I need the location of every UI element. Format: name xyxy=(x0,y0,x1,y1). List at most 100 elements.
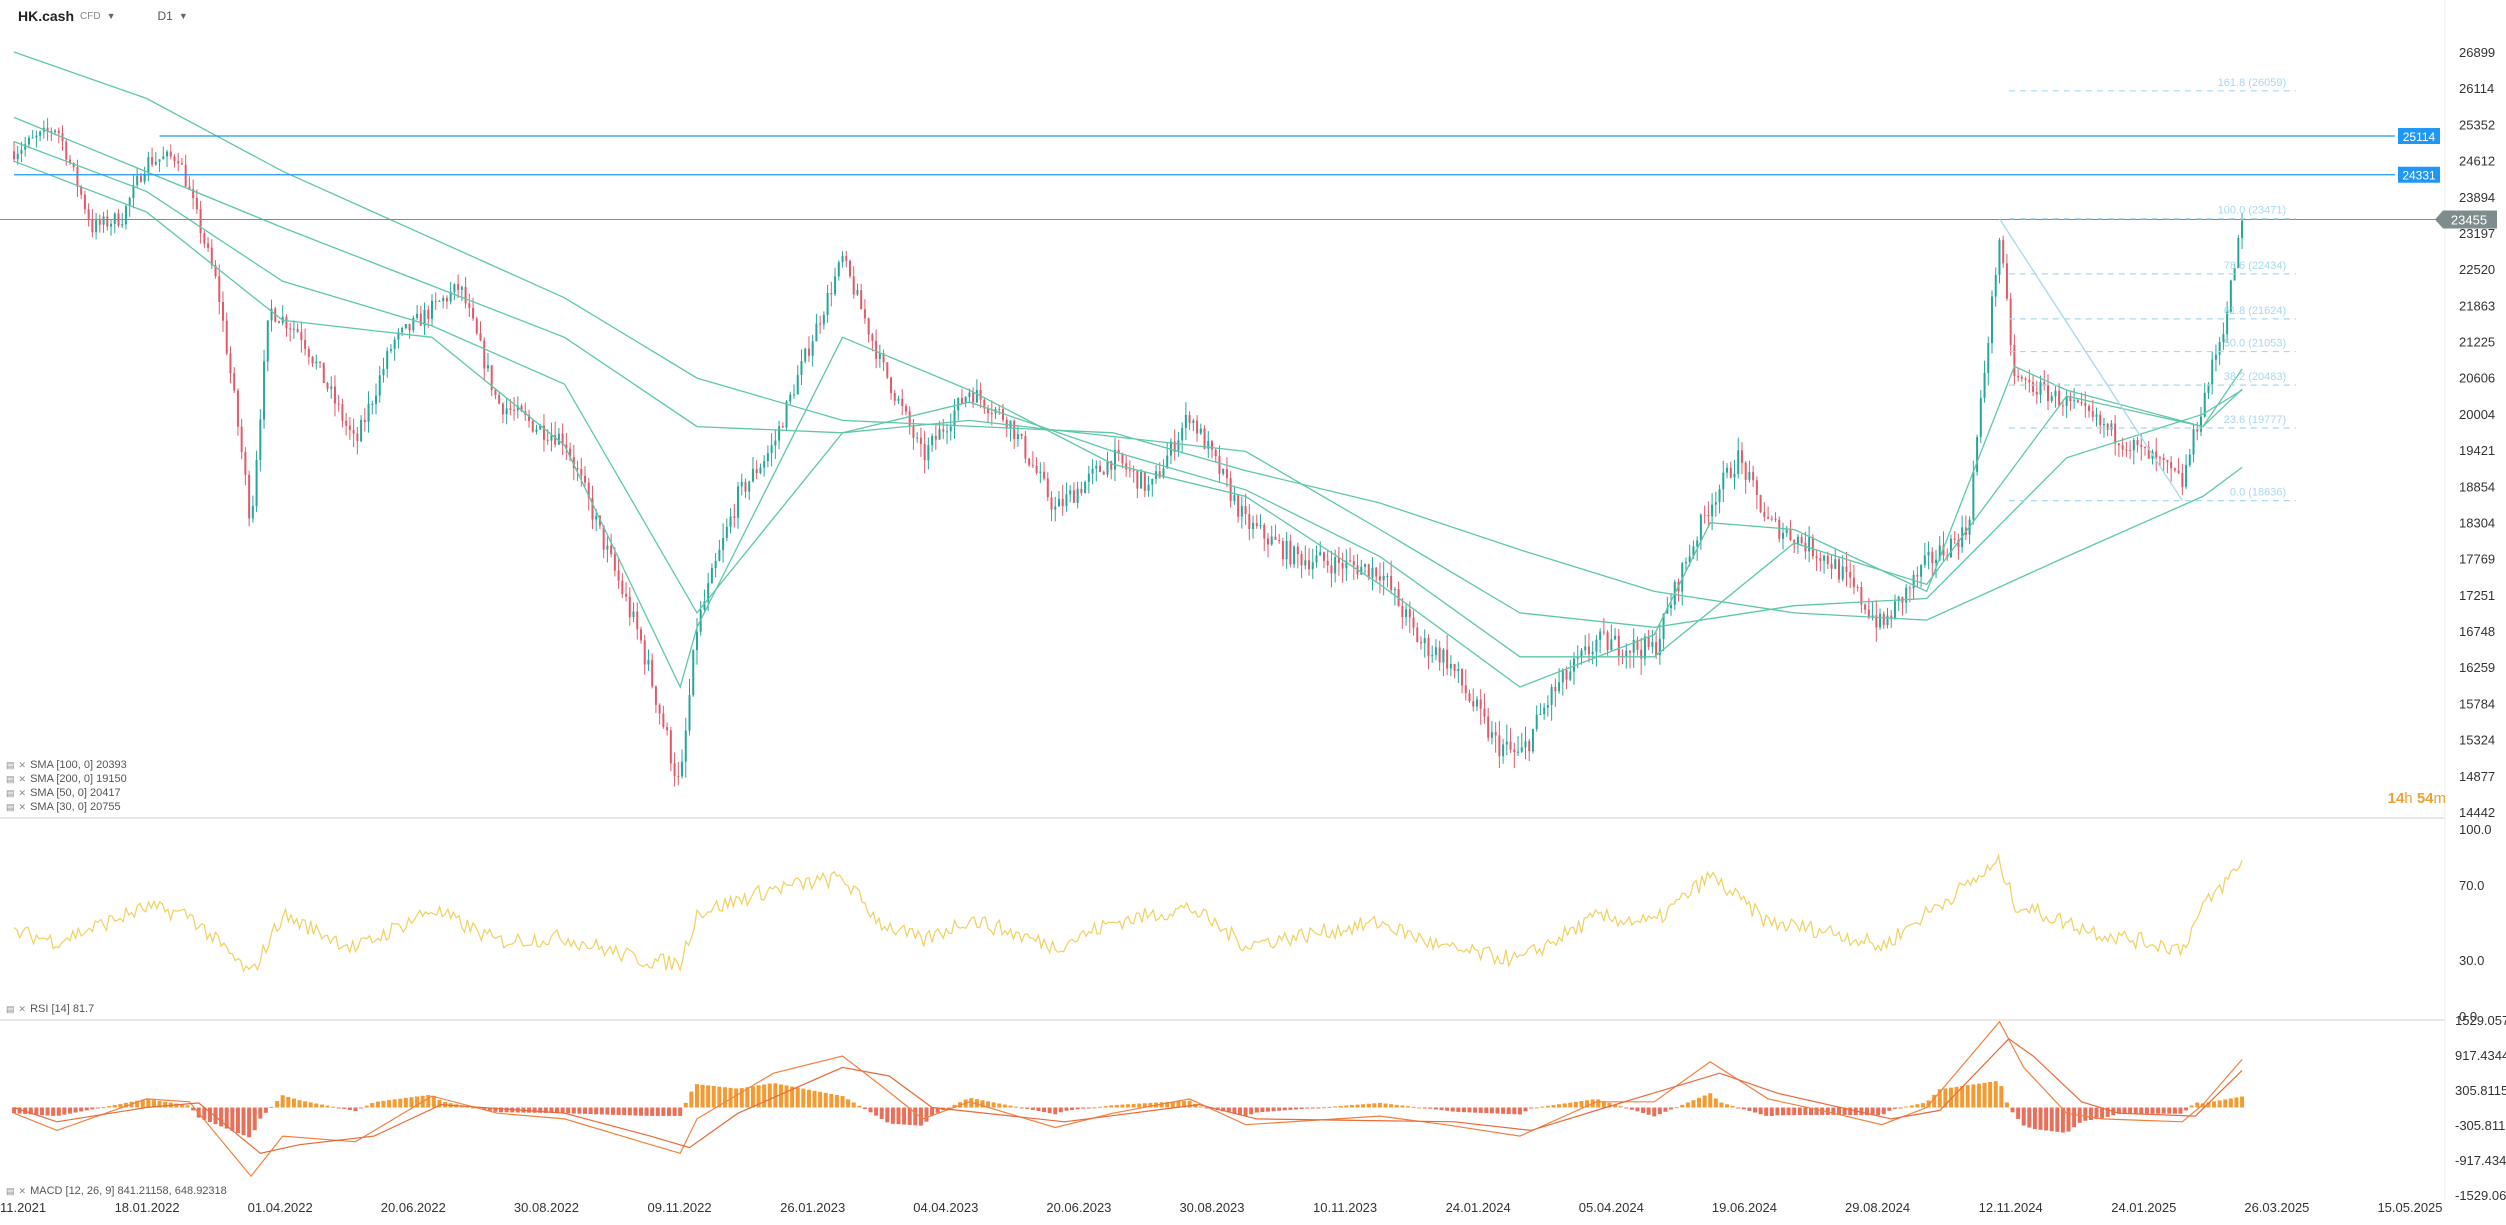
macd-hist-bar xyxy=(1982,1082,1987,1108)
macd-hist-bar xyxy=(12,1107,16,1114)
candle-body xyxy=(1319,552,1322,556)
macd-hist-bar xyxy=(1338,1105,1343,1108)
candle-body xyxy=(352,430,355,434)
macd-hist-bar xyxy=(1579,1101,1584,1108)
legend-row-sma50[interactable]: ▤ ✕ SMA [50, 0] 20417 xyxy=(6,786,127,800)
settings-icon[interactable]: ▤ xyxy=(6,774,15,784)
timeframe-dropdown-icon[interactable]: ▼ xyxy=(178,11,188,21)
close-icon[interactable]: ✕ xyxy=(18,760,27,770)
macd-signal-line[interactable] xyxy=(13,1038,2243,1154)
candle-body xyxy=(1408,609,1411,618)
candle-body xyxy=(2013,344,2016,377)
macd-hist-bar xyxy=(1439,1107,1444,1111)
close-icon[interactable]: ✕ xyxy=(18,802,27,812)
current-price-badge xyxy=(2435,210,2497,229)
candle-body xyxy=(684,730,687,762)
timeframe-selector[interactable]: D1 xyxy=(157,9,173,23)
macd-hist-bar xyxy=(146,1099,151,1108)
macd-hist-bar xyxy=(739,1088,744,1108)
macd-hist-bar xyxy=(2133,1107,2138,1114)
close-icon[interactable]: ✕ xyxy=(18,1004,27,1014)
candle-body xyxy=(2188,454,2191,466)
legend-row-sma200[interactable]: ▤ ✕ SMA [200, 0] 19150 xyxy=(6,772,127,786)
settings-icon[interactable]: ▤ xyxy=(6,760,15,770)
macd-line[interactable] xyxy=(13,1020,2243,1178)
candle-body xyxy=(841,256,844,263)
candle-body xyxy=(602,525,605,550)
close-icon[interactable]: ✕ xyxy=(18,788,27,798)
macd-hist-bar xyxy=(1573,1101,1578,1108)
sma-line[interactable] xyxy=(13,140,2243,658)
fib-trendline[interactable] xyxy=(1998,218,2183,501)
candle-body xyxy=(2203,392,2206,417)
candle-body xyxy=(1423,638,1426,644)
macd-hist-bar xyxy=(633,1107,638,1116)
sma-line[interactable] xyxy=(13,51,2243,621)
macd-hist-bar xyxy=(2212,1101,2217,1108)
sma-line[interactable] xyxy=(13,160,2243,689)
legend-row-macd[interactable]: ▤ ✕ MACD [12, 26, 9] 841.21158, 648.92318 xyxy=(6,1184,227,1198)
candle-body xyxy=(1061,498,1064,507)
macd-hist-bar xyxy=(1400,1105,1405,1108)
rsi-line[interactable] xyxy=(13,853,2243,973)
legend-row-sma100[interactable]: ▤ ✕ SMA [100, 0] 20393 xyxy=(6,758,127,772)
price-level-label: 25114 xyxy=(2403,130,2436,144)
sma-line[interactable] xyxy=(13,116,2243,628)
candle-body xyxy=(2181,473,2184,487)
legend-row-rsi[interactable]: ▤ ✕ RSI [14] 81.7 xyxy=(6,1002,94,1016)
macd-hist-bar xyxy=(1965,1085,1970,1108)
macd-hist-bar xyxy=(2094,1107,2099,1120)
candle-body xyxy=(550,435,553,441)
candle-body xyxy=(1263,524,1266,539)
price-level-badge[interactable] xyxy=(2398,166,2440,183)
candle-body xyxy=(1281,541,1284,560)
y-tick-label: 20004 xyxy=(2459,407,2495,422)
x-tick-label: 24.01.2025 xyxy=(2111,1200,2176,1215)
candle-body xyxy=(1834,559,1837,569)
candle-body xyxy=(244,452,247,475)
macd-hist-bar xyxy=(1814,1107,1819,1115)
candle-body xyxy=(815,323,818,342)
close-icon[interactable]: ✕ xyxy=(18,774,27,784)
close-icon[interactable]: ✕ xyxy=(18,1186,27,1196)
macd-hist-bar xyxy=(1461,1107,1466,1113)
macd-hist-bar xyxy=(1081,1107,1086,1109)
symbol-name[interactable]: HK.cash xyxy=(18,8,75,24)
candle-body xyxy=(296,328,299,333)
macd-hist-bar xyxy=(79,1107,84,1112)
candle-body xyxy=(218,276,221,303)
macd-hist-bar xyxy=(745,1087,750,1108)
candle-body xyxy=(311,356,314,364)
macd-hist-bar xyxy=(1036,1107,1041,1112)
x-tick-label: 19.06.2024 xyxy=(1712,1200,1777,1215)
settings-icon[interactable]: ▤ xyxy=(6,788,15,798)
candle-body xyxy=(1259,524,1262,527)
candle-body xyxy=(804,348,807,362)
candle-body xyxy=(1039,471,1042,473)
candle-body xyxy=(1203,428,1206,449)
symbol-dropdown-icon[interactable]: ▼ xyxy=(106,11,116,21)
y-tick-label: 22520 xyxy=(2459,262,2495,277)
macd-hist-bar xyxy=(1836,1107,1841,1115)
price-level-badge[interactable] xyxy=(2398,128,2440,145)
candle-body xyxy=(1837,559,1840,580)
settings-icon[interactable]: ▤ xyxy=(6,802,15,812)
settings-icon[interactable]: ▤ xyxy=(6,1186,15,1196)
settings-icon[interactable]: ▤ xyxy=(6,1004,15,1014)
legend-row-sma30[interactable]: ▤ ✕ SMA [30, 0] 20755 xyxy=(6,800,127,814)
candle-body xyxy=(1628,650,1631,653)
macd-hist-bar xyxy=(39,1107,44,1116)
candle-body xyxy=(890,377,893,394)
candle-body xyxy=(2226,311,2229,335)
candle-body xyxy=(1016,434,1019,440)
candle-body xyxy=(744,481,747,492)
candle-body xyxy=(1024,435,1027,459)
candle-body xyxy=(1431,654,1434,657)
candle-body xyxy=(1367,564,1370,578)
candle-body xyxy=(2125,449,2128,451)
candle-body xyxy=(1513,749,1516,753)
candle-body xyxy=(1670,605,1673,609)
macd-hist-bar xyxy=(1792,1107,1797,1116)
x-tick-label: 15.05.2025 xyxy=(2377,1200,2442,1215)
